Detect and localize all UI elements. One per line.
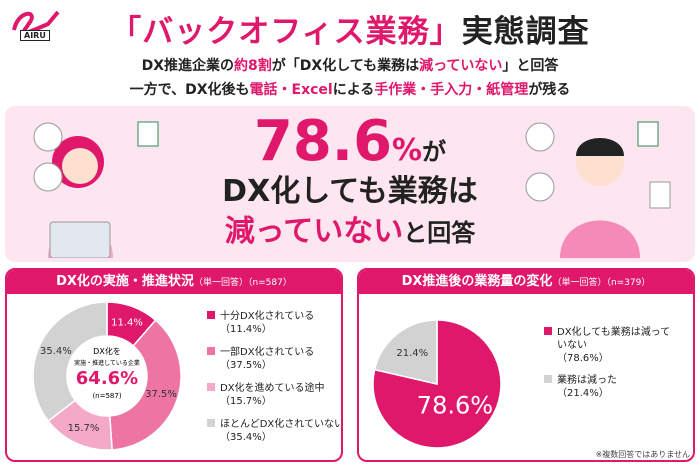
- subtitle-text: 」と回答: [502, 58, 559, 74]
- value-label: 37.5%: [145, 389, 177, 400]
- legend-value: （11.4%）: [220, 324, 272, 335]
- illustration-woman: [33, 121, 159, 258]
- subtitle-text: DX推進企業の: [141, 58, 235, 74]
- chart-panel: DX化の実施・推進状況（単一回答）（n=587） 11.4% 37.5% 15.7% 3…: [5, 268, 343, 462]
- legend-value: （37.5%）: [220, 360, 272, 371]
- slice: [373, 319, 438, 385]
- subtitle-text: 一方で、DX化後も: [129, 82, 250, 98]
- legend-swatch: [207, 419, 215, 427]
- hero-line: と回答: [403, 219, 476, 247]
- footnote: ※複数回答ではありません: [595, 450, 690, 459]
- legend-label: 一部DX化されている: [220, 347, 315, 358]
- legend-swatch: [544, 327, 552, 335]
- legend-item: ほとんどDX化されていない （35.4%）: [207, 418, 343, 444]
- center-value: 64.6%: [76, 368, 138, 389]
- chart-subtitle: （単一回答）（n=587）: [193, 278, 292, 288]
- value-label: 21.4%: [396, 348, 428, 359]
- value-label: 78.6%: [417, 392, 493, 420]
- logo-text: AIRU: [20, 30, 50, 41]
- slice: [108, 319, 182, 451]
- hero-highlight: 減っていない: [224, 214, 404, 249]
- subtitle-text: が「DX化しても業務は: [271, 58, 420, 74]
- legend-label: DX化を進めている途中: [220, 383, 325, 394]
- chart-header: DX化の実施・推進状況（単一回答）（n=587）: [7, 270, 341, 294]
- legend-label: 業務は減った: [557, 375, 617, 386]
- center-text: 実施・推進している企業: [74, 359, 140, 367]
- chart-title: DX推進後の業務量の変化: [401, 274, 553, 289]
- value-label: 35.4%: [40, 346, 72, 357]
- legend-label: 十分DX化されている: [220, 311, 315, 322]
- subtitle-line: DX推進企業の約8割が「DX化しても業務は減っていない」と回答: [0, 54, 700, 78]
- legend-value: （78.6%）: [557, 353, 609, 364]
- chart: 78.6% 21.4%: [372, 319, 502, 449]
- legend-value: （35.4%）: [220, 432, 272, 443]
- hero-line: DX化しても業務は: [222, 174, 478, 209]
- subtitle: DX推進企業の約8割が「DX化しても業務は減っていない」と回答 一方で、DX化後も…: [0, 54, 700, 102]
- subtitle-highlight: 電話・Excel: [249, 82, 333, 98]
- legend-swatch: [207, 383, 215, 391]
- legend-swatch: [207, 311, 215, 319]
- title-highlight: 「バックオフィス業務」: [110, 14, 462, 50]
- subtitle-highlight: 約8割: [234, 58, 272, 74]
- chart-title: DX化の実施・推進状況: [56, 274, 194, 289]
- hero-particle: が: [422, 138, 447, 166]
- hero-unit: %: [392, 133, 423, 168]
- subtitle-text: による: [332, 82, 375, 98]
- legend-swatch: [207, 347, 215, 355]
- title: 「バックオフィス業務」実態調査: [0, 6, 700, 51]
- legend-item: DX化しても業務は減っていない （78.6%）: [544, 326, 677, 365]
- legend-label: DX化しても業務は減っていない: [557, 327, 671, 351]
- subtitle-line: 一方で、DX化後も電話・Excelによる手作業・手入力・紙管理が残る: [0, 78, 700, 102]
- chart-header: DX推進後の業務量の変化（単一回答）（n=379）: [359, 270, 693, 294]
- chart-subtitle: （単一回答）（n=379）: [552, 278, 651, 288]
- hero-value: 78.6: [253, 109, 393, 174]
- value-label: 11.4%: [111, 318, 143, 329]
- subtitle-text: が残る: [528, 82, 571, 98]
- subtitle-highlight: 手作業・手入力・紙管理: [374, 82, 529, 98]
- legend-label: ほとんどDX化されていない: [220, 419, 343, 430]
- legend-item: 業務は減った （21.4%）: [544, 374, 677, 400]
- hero-text: 78.6%が DX化しても業務は 減っていないと回答: [0, 112, 700, 256]
- legend-item: DX化を進めている途中 （15.7%）: [207, 382, 341, 408]
- center-text: DX化を: [93, 346, 121, 356]
- slice: [32, 301, 108, 423]
- illustration-man: [525, 121, 671, 258]
- logo-mark: [12, 10, 60, 35]
- legend-item: 一部DX化されている （37.5%）: [207, 346, 341, 372]
- subtitle-highlight: 減っていない: [419, 58, 503, 74]
- title-rest: 実態調査: [461, 14, 590, 50]
- chart: 11.4% 37.5% 15.7% 35.4% DX化を実施・推進している企業64.6%…: [32, 301, 182, 451]
- legend-value: （21.4%）: [557, 388, 609, 399]
- legend-swatch: [544, 375, 552, 383]
- value-label: 15.7%: [68, 423, 100, 434]
- slice: [372, 319, 502, 449]
- legend-value: （15.7%）: [220, 396, 272, 407]
- chart-panel: DX推進後の業務量の変化（単一回答）（n=379） 78.6% 21.4% DX化して…: [357, 268, 695, 462]
- legend-item: 十分DX化されている （11.4%）: [207, 310, 341, 336]
- center-note: (n=587): [92, 392, 121, 400]
- logo: AIRU: [8, 8, 66, 42]
